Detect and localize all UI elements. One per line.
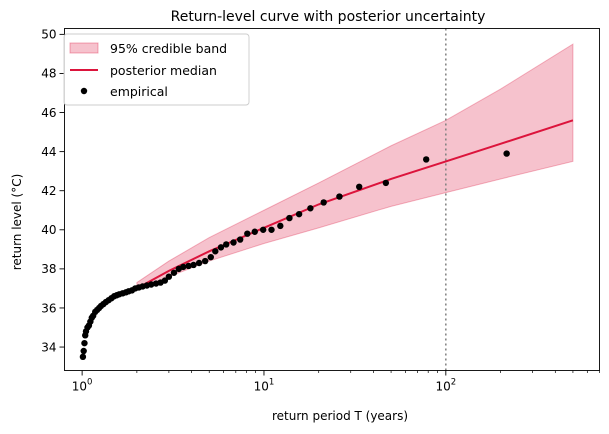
empirical-point bbox=[170, 269, 178, 276]
empirical-point bbox=[207, 253, 214, 261]
empirical-point bbox=[382, 179, 390, 187]
legend-empirical-label: empirical bbox=[110, 84, 168, 99]
credible-band bbox=[136, 43, 574, 292]
plot-frame bbox=[64, 28, 600, 371]
x-axis: 100 101 102 bbox=[72, 370, 600, 394]
empirical-point bbox=[423, 156, 430, 163]
empirical-point bbox=[190, 261, 197, 269]
empirical-point bbox=[307, 205, 314, 212]
legend-band-label: 95% credible band bbox=[110, 41, 227, 56]
legend: 95% credible band posterior median empir… bbox=[63, 33, 250, 106]
legend-empirical-swatch bbox=[80, 87, 88, 95]
empirical-point bbox=[356, 183, 363, 190]
y-tick-label: 36 bbox=[41, 301, 56, 315]
legend-median-label: posterior median bbox=[110, 63, 217, 78]
empirical-point bbox=[244, 230, 251, 237]
y-tick-label: 42 bbox=[41, 184, 56, 198]
y-axis-label: return level (°C) bbox=[10, 174, 24, 271]
y-tick-label: 44 bbox=[41, 145, 56, 159]
empirical-point bbox=[217, 244, 225, 251]
x-tick-label: 101 bbox=[254, 378, 275, 394]
empirical-point bbox=[80, 347, 87, 355]
empirical-point bbox=[259, 226, 267, 233]
empirical-point bbox=[268, 226, 275, 233]
empirical-point bbox=[180, 263, 187, 271]
y-tick-label: 48 bbox=[41, 67, 56, 81]
empirical-point bbox=[148, 281, 155, 288]
y-tick-label: 38 bbox=[41, 262, 56, 276]
x-axis-label: return period T (years) bbox=[272, 409, 408, 423]
empirical-point bbox=[223, 241, 230, 248]
empirical-point bbox=[212, 248, 219, 255]
empirical-point bbox=[79, 353, 87, 361]
empirical-point bbox=[336, 193, 343, 200]
empirical-point bbox=[161, 277, 169, 284]
empirical-point bbox=[195, 259, 203, 267]
empirical-point bbox=[320, 199, 327, 206]
y-tick-label: 40 bbox=[41, 223, 56, 237]
empirical-point bbox=[277, 222, 284, 230]
empirical-point bbox=[230, 239, 237, 246]
plot-area bbox=[79, 28, 574, 371]
y-axis: 34 36 38 40 42 44 46 48 50 bbox=[41, 28, 65, 354]
legend-box bbox=[63, 33, 250, 106]
legend-band-swatch bbox=[69, 42, 99, 54]
empirical-point bbox=[185, 262, 192, 270]
empirical-point bbox=[165, 273, 173, 280]
x-tick-label: 100 bbox=[72, 378, 93, 394]
empirical-point bbox=[201, 257, 209, 265]
empirical-point bbox=[81, 339, 88, 347]
empirical-point bbox=[251, 228, 258, 235]
empirical-point bbox=[295, 210, 303, 218]
y-tick-label: 46 bbox=[41, 106, 56, 120]
empirical-point bbox=[286, 214, 293, 222]
empirical-point bbox=[503, 150, 510, 157]
empirical-point bbox=[236, 236, 244, 243]
x-tick-label: 102 bbox=[435, 378, 456, 394]
y-tick-label: 50 bbox=[41, 28, 56, 42]
chart-title: Return-level curve with posterior uncert… bbox=[171, 9, 486, 25]
y-tick-label: 34 bbox=[41, 340, 56, 354]
